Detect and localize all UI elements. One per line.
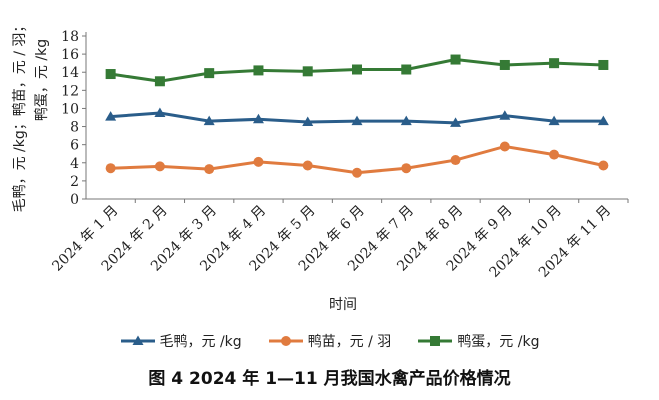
- data-point: [352, 64, 362, 75]
- data-point: [252, 113, 264, 124]
- y-tick-label: 0: [70, 192, 79, 208]
- series-3: [105, 54, 609, 87]
- y-tick-label: 18: [61, 29, 79, 45]
- y-tick-label: 4: [70, 156, 79, 172]
- series-2: [105, 141, 609, 178]
- data-point: [450, 155, 461, 166]
- y-tick-label: 2: [70, 174, 79, 190]
- legend-item-2: 鸭苗，元 / 羽: [268, 331, 392, 351]
- data-point: [351, 115, 363, 126]
- data-point: [204, 68, 215, 79]
- data-point: [302, 116, 314, 127]
- y-axis-label-line-2: 鸭蛋，元 /kg: [34, 39, 50, 121]
- data-point: [450, 117, 462, 127]
- data-point: [253, 156, 264, 167]
- data-point: [430, 336, 441, 346]
- y-tick-label: 14: [61, 65, 79, 81]
- data-point: [401, 163, 412, 174]
- data-point: [352, 167, 362, 178]
- y-tick-label: 10: [61, 101, 79, 117]
- data-point: [154, 76, 165, 87]
- legend-label: 毛鸭，元 /kg: [159, 334, 242, 350]
- data-point: [105, 163, 116, 174]
- data-point: [302, 160, 313, 171]
- data-point: [401, 64, 412, 75]
- data-point: [154, 161, 165, 172]
- data-point: [204, 164, 215, 175]
- figure-caption: 图 4 2024 年 1—11 月我国水禽产品价格情况: [148, 369, 511, 389]
- data-point: [400, 115, 412, 126]
- y-tick-label: 6: [70, 138, 79, 154]
- y-axis-label-line-1: 毛鸭，元 /kg；鸭苗，元 / 羽；: [12, 19, 28, 213]
- data-point: [253, 65, 264, 76]
- series-1: [105, 107, 609, 127]
- y-tick-label: 8: [70, 120, 79, 136]
- data-point: [548, 115, 560, 126]
- y-tick-label: 12: [61, 83, 79, 99]
- data-point: [450, 54, 461, 65]
- data-point: [105, 69, 116, 80]
- chart-legend: 毛鸭，元 /kg 鸭苗，元 / 羽 鸭蛋，元 /kg: [0, 331, 659, 351]
- data-point: [549, 58, 560, 69]
- chart-series: [105, 54, 609, 178]
- data-point: [598, 160, 609, 171]
- legend-label: 鸭苗，元 / 羽: [307, 334, 392, 350]
- legend-item-3: 鸭蛋，元 /kg: [417, 331, 539, 351]
- data-point: [499, 59, 510, 70]
- data-point: [499, 110, 511, 120]
- data-point: [598, 59, 609, 70]
- legend-swatch: [418, 336, 453, 346]
- x-axis-label: 时间: [329, 297, 357, 313]
- data-point: [203, 115, 215, 126]
- legend-label: 鸭蛋，元 /kg: [457, 334, 540, 350]
- chart-axes: [85, 32, 628, 200]
- data-point: [280, 336, 291, 346]
- y-axis-ticks: 0 2 4 6 8 10 12 14 16 18: [61, 29, 86, 208]
- data-point: [302, 66, 313, 77]
- y-axis-label: 毛鸭，元 /kg；鸭苗，元 / 羽； 鸭蛋，元 /kg: [12, 19, 50, 213]
- data-point: [105, 111, 117, 121]
- data-point: [549, 149, 560, 160]
- data-point: [597, 115, 609, 126]
- data-point: [154, 107, 166, 117]
- legend-item-1: 毛鸭，元 /kg: [120, 331, 242, 351]
- data-point: [132, 335, 144, 345]
- y-tick-label: 16: [61, 47, 79, 63]
- data-point: [499, 141, 510, 152]
- legend-swatch: [120, 335, 155, 345]
- legend-swatch: [268, 336, 303, 346]
